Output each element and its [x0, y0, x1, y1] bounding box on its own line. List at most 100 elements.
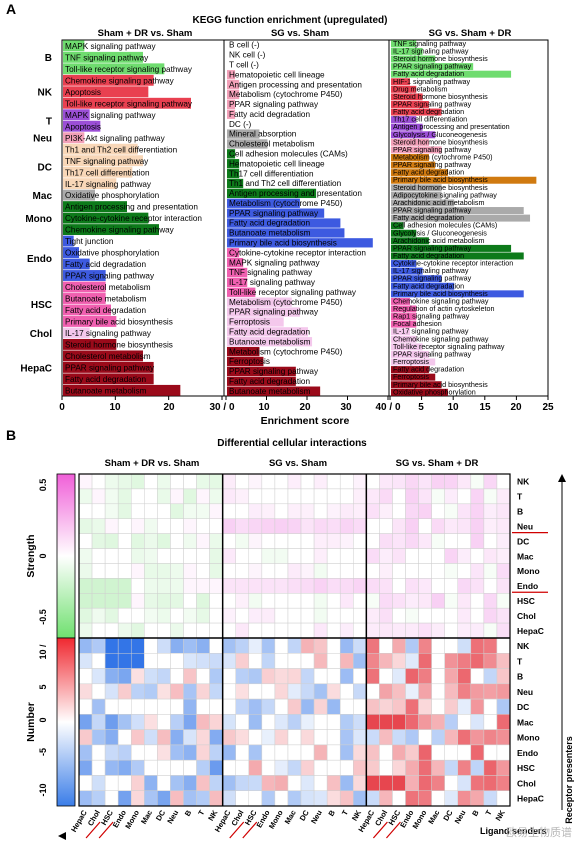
number-cell	[353, 714, 367, 730]
number-cell	[248, 683, 263, 700]
number-cell	[339, 698, 354, 715]
p2-bar	[227, 178, 244, 189]
number-cell	[261, 714, 276, 730]
strength-cell	[496, 607, 511, 624]
strength-cell	[287, 578, 302, 594]
strength-cell	[287, 563, 302, 579]
strength-cell	[470, 533, 485, 549]
number-cell	[196, 637, 210, 654]
p2-bar	[227, 337, 313, 347]
p2-bar	[227, 307, 300, 317]
p1-bar	[63, 155, 143, 167]
number-cell	[444, 744, 459, 761]
p2-term-label: Th1 and Th2 cell differentiation	[229, 179, 342, 188]
number-cell	[144, 729, 158, 746]
number-cell	[379, 729, 393, 746]
receiver-label-number: NK	[517, 641, 530, 651]
p2-term-label: Ferroptosis	[229, 357, 270, 366]
strength-cell	[248, 622, 263, 639]
number-cell	[392, 698, 406, 715]
p3-bar	[391, 184, 442, 192]
p2-term-label: Butanoate metabolism	[229, 229, 311, 238]
p3-term-label: Primary bile acid biosynthesis	[393, 175, 488, 184]
sender-label: Mono	[411, 808, 429, 830]
strength-cell	[104, 578, 119, 594]
p1-term-label: Fatty acid degradation	[65, 375, 146, 384]
p3-bar	[391, 328, 410, 336]
group-label-endo: Endo	[27, 254, 52, 265]
strength-cell	[418, 533, 432, 549]
strength-cell	[144, 533, 158, 549]
number-cell	[78, 744, 93, 761]
number-cell	[274, 744, 289, 761]
receiver-label-number: HSC	[517, 763, 535, 773]
number-cell	[326, 637, 341, 654]
p3-term-label: PPAR signaling pathway	[393, 160, 472, 169]
strength-cell	[405, 563, 419, 579]
p3-bar	[391, 252, 524, 260]
p2-term-label: Primary bile acid biosynthesis	[229, 238, 337, 247]
strength-cell	[366, 503, 380, 519]
number-cell	[300, 637, 315, 654]
sender-label: Neu	[165, 808, 180, 825]
p1-term-label: Cytokine-cytokine receptor interaction	[65, 214, 202, 223]
strength-cell	[392, 607, 406, 624]
p3-bar	[391, 267, 423, 275]
receiver-label-strength: HepaC	[517, 626, 544, 636]
number-cell	[274, 683, 289, 700]
number-cell	[117, 729, 132, 746]
p3-term-label: Steroid hormone biosynthesis	[393, 54, 488, 63]
strength-cell	[431, 622, 445, 639]
strength-cell	[170, 488, 184, 505]
p3-term-label: Fatty acid degradation	[393, 69, 464, 78]
number-cell	[130, 668, 145, 685]
strength-cell	[379, 593, 393, 609]
sender-label: Chol	[229, 809, 245, 828]
number-cell	[496, 790, 511, 807]
p2-term-label: Metabolism (cytochrome P450)	[229, 199, 343, 208]
number-cell	[496, 729, 511, 746]
sender-axis-arrowhead	[58, 832, 66, 840]
strength-cell	[274, 548, 289, 564]
number-cell	[418, 683, 432, 700]
strength-cell	[444, 548, 459, 564]
strength-cell	[457, 548, 472, 564]
p1-term-label: PI3K-Akt signaling pathway	[65, 134, 166, 143]
strength-cell	[183, 533, 197, 549]
strength-cell	[418, 473, 432, 490]
strength-cell	[130, 563, 145, 579]
strength-cell	[209, 548, 223, 564]
number-cell	[235, 790, 250, 807]
p3-bar	[391, 297, 410, 305]
receiver-label-strength: HSC	[517, 596, 535, 606]
p3-bar	[391, 161, 436, 169]
number-cell	[339, 744, 354, 761]
strength-cell	[326, 607, 341, 624]
p3-term-label: Fatty acid degradation	[393, 365, 464, 374]
strength-cell	[222, 503, 236, 519]
number-cell	[248, 729, 263, 746]
number-cell	[300, 775, 315, 791]
number-cell	[209, 775, 223, 791]
x-tick-label: 15	[479, 402, 491, 413]
p2-term-label: PPAR signaling pathway	[229, 100, 319, 109]
number-cell	[418, 714, 432, 730]
number-cell	[483, 653, 498, 669]
strength-cell	[209, 563, 223, 579]
strength-cell	[209, 488, 223, 505]
p1-bar	[63, 201, 127, 213]
strength-cell	[209, 593, 223, 609]
number-cell	[326, 790, 341, 807]
number-cell	[104, 698, 119, 715]
strength-cell	[470, 622, 485, 639]
p3-term-label: PPAR signaling pathway	[393, 100, 472, 109]
p2-term-label: PPAR signaling pathway	[229, 367, 319, 376]
group-label-chol: Chol	[30, 329, 52, 340]
p2-bar	[227, 366, 296, 377]
number-cell	[392, 729, 406, 746]
group-label-mono: Mono	[25, 214, 52, 225]
receiver-label-strength: B	[517, 507, 523, 517]
p1-bar	[63, 51, 143, 63]
strength-cell	[313, 622, 328, 639]
number-cell	[366, 790, 380, 807]
